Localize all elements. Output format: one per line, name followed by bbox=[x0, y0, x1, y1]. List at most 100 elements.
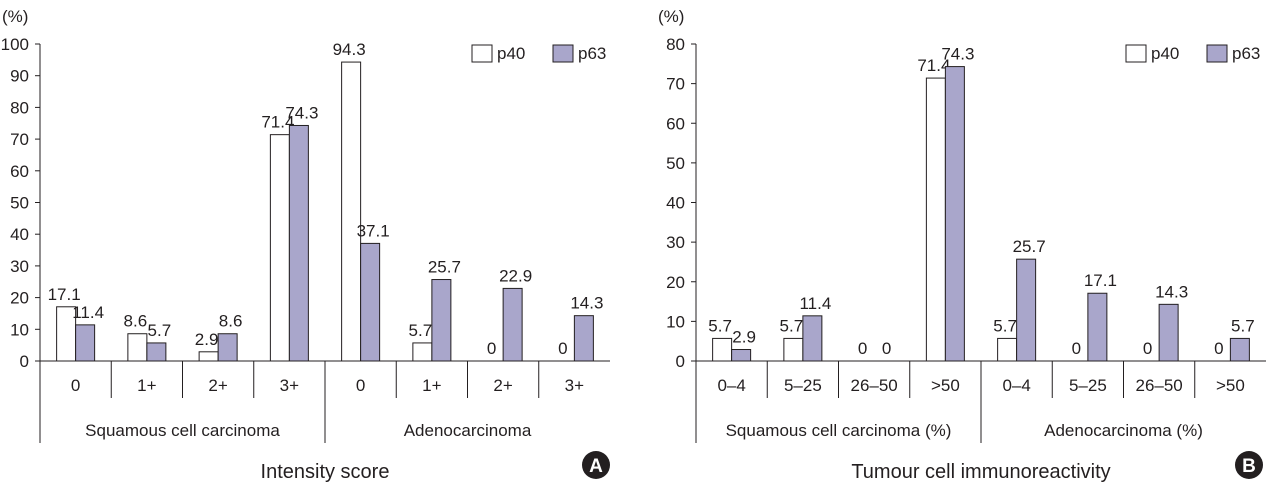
group-label: Squamous cell carcinoma bbox=[85, 421, 280, 440]
x-tick-label: 2+ bbox=[493, 376, 512, 395]
bar-p63 bbox=[1087, 292, 1108, 362]
y-tick-label: 40 bbox=[10, 225, 29, 244]
bar-p40 bbox=[198, 351, 219, 362]
bar-p40 bbox=[997, 337, 1018, 362]
bar-p63 bbox=[731, 349, 752, 362]
data-label-p40: 0 bbox=[1143, 339, 1152, 358]
legend-swatch-p63 bbox=[1206, 44, 1228, 63]
data-label-p63: 5.7 bbox=[148, 321, 172, 340]
bar-p63 bbox=[1229, 337, 1250, 362]
bar-p40 bbox=[783, 337, 804, 362]
x-tick-label: >50 bbox=[1216, 376, 1245, 395]
legend-swatch-p40 bbox=[471, 44, 493, 63]
y-axis-unit: (%) bbox=[658, 7, 684, 26]
data-label-p63: 2.9 bbox=[732, 328, 756, 347]
bar-p63 bbox=[75, 324, 96, 362]
data-label-p63: 0 bbox=[882, 339, 891, 358]
y-tick-label: 70 bbox=[10, 130, 29, 149]
x-tick-label: 1+ bbox=[137, 376, 156, 395]
x-axis-title: Intensity score bbox=[261, 461, 390, 483]
y-tick-label: 60 bbox=[10, 162, 29, 181]
bar-p40 bbox=[925, 77, 946, 362]
bar-p40 bbox=[269, 134, 290, 362]
data-label-p63: 14.3 bbox=[570, 294, 603, 313]
y-tick-label: 70 bbox=[666, 75, 685, 94]
group-label: Adenocarcinoma (%) bbox=[1044, 421, 1203, 440]
panel-badge-label: B bbox=[1242, 456, 1256, 477]
data-label-p40: 8.6 bbox=[124, 312, 148, 331]
data-label-p40: 2.9 bbox=[195, 330, 219, 349]
bar-p40 bbox=[712, 337, 733, 362]
x-tick-label: 0–4 bbox=[1002, 376, 1030, 395]
data-label-p40: 5.7 bbox=[708, 316, 732, 335]
data-label-p40: 0 bbox=[487, 339, 496, 358]
panel-b: (%) 0 10 20 30 40 50 60 70 80 0–4 5–25 26–50 >50 0–4 5–… bbox=[658, 7, 1266, 483]
legend-label-p63: p63 bbox=[1232, 44, 1260, 63]
y-tick-label: 60 bbox=[666, 114, 685, 133]
y-tick-label: 50 bbox=[666, 154, 685, 173]
panel-badge bbox=[1235, 451, 1263, 479]
bar-p63 bbox=[573, 315, 594, 362]
data-label-p40: 0 bbox=[1214, 339, 1223, 358]
x-tick-label: 1+ bbox=[422, 376, 441, 395]
data-label-p63: 17.1 bbox=[1084, 271, 1117, 290]
legend-label-p40: p40 bbox=[1151, 44, 1179, 63]
y-tick-label: 80 bbox=[10, 98, 29, 117]
data-label-p63: 74.3 bbox=[941, 45, 974, 64]
data-label-p63: 11.4 bbox=[72, 303, 104, 322]
group-label: Adenocarcinoma bbox=[404, 421, 532, 440]
data-label-p63: 22.9 bbox=[499, 266, 532, 285]
data-label-p40: 94.3 bbox=[333, 40, 366, 59]
y-tick-label: 50 bbox=[10, 194, 29, 213]
y-tick-label: 30 bbox=[10, 257, 29, 276]
data-label-p63: 25.7 bbox=[428, 258, 461, 277]
data-label-p40: 5.7 bbox=[409, 321, 433, 340]
x-tick-label: 2+ bbox=[208, 376, 227, 395]
data-label-p40: 17.1 bbox=[48, 285, 81, 304]
data-label-p63: 5.7 bbox=[1231, 316, 1255, 335]
x-tick-label: 0 bbox=[71, 376, 80, 395]
data-label-p63: 8.6 bbox=[219, 312, 243, 331]
bar-p63 bbox=[431, 279, 452, 362]
y-tick-label: 40 bbox=[666, 194, 685, 213]
data-label-p40: 5.7 bbox=[780, 316, 804, 335]
bar-p63 bbox=[944, 66, 965, 362]
bar-p63 bbox=[288, 124, 309, 362]
x-tick-label: 26–50 bbox=[850, 376, 897, 395]
bar-p40 bbox=[341, 61, 362, 362]
data-label-p40: 0 bbox=[558, 339, 567, 358]
y-tick-label: 90 bbox=[10, 67, 29, 86]
y-tick-label: 80 bbox=[666, 35, 685, 54]
legend-swatch-p40 bbox=[1125, 44, 1147, 63]
bar-p63 bbox=[1158, 303, 1179, 362]
data-label-p40: 5.7 bbox=[993, 316, 1017, 335]
y-axis-unit: (%) bbox=[2, 7, 28, 26]
panel-a: (%) 0 10 20 30 40 50 60 70 80 90 100 0 1+ 2+ 3+ 0 1+ 2+ 3+ S… bbox=[1, 7, 610, 483]
group-label: Squamous cell carcinoma (%) bbox=[726, 421, 952, 440]
x-tick-label: 0–4 bbox=[717, 376, 745, 395]
data-label-p40: 0 bbox=[1072, 339, 1081, 358]
data-label-p63: 37.1 bbox=[357, 221, 390, 240]
bar-p63 bbox=[502, 287, 523, 362]
x-tick-label: 5–25 bbox=[784, 376, 822, 395]
panel-badge bbox=[582, 451, 610, 479]
x-tick-label: 5–25 bbox=[1069, 376, 1107, 395]
x-tick-label: 0 bbox=[356, 376, 365, 395]
x-tick-label: >50 bbox=[931, 376, 960, 395]
bar-p63 bbox=[1016, 258, 1037, 362]
x-tick-label: 3+ bbox=[565, 376, 584, 395]
bar-p40 bbox=[412, 342, 433, 362]
legend-label-p63: p63 bbox=[578, 44, 606, 63]
y-tick-label: 0 bbox=[676, 352, 685, 371]
y-tick-label: 0 bbox=[20, 352, 29, 371]
y-tick-label: 100 bbox=[1, 35, 29, 54]
bar-p40 bbox=[127, 333, 148, 362]
data-label-p63: 11.4 bbox=[799, 294, 831, 313]
y-tick-label: 10 bbox=[666, 312, 685, 331]
panel-badge-label: A bbox=[589, 456, 603, 477]
x-tick-label: 3+ bbox=[280, 376, 299, 395]
bar-p63 bbox=[146, 342, 167, 362]
data-label-p40: 71.4 bbox=[917, 56, 950, 75]
y-tick-label: 30 bbox=[666, 233, 685, 252]
